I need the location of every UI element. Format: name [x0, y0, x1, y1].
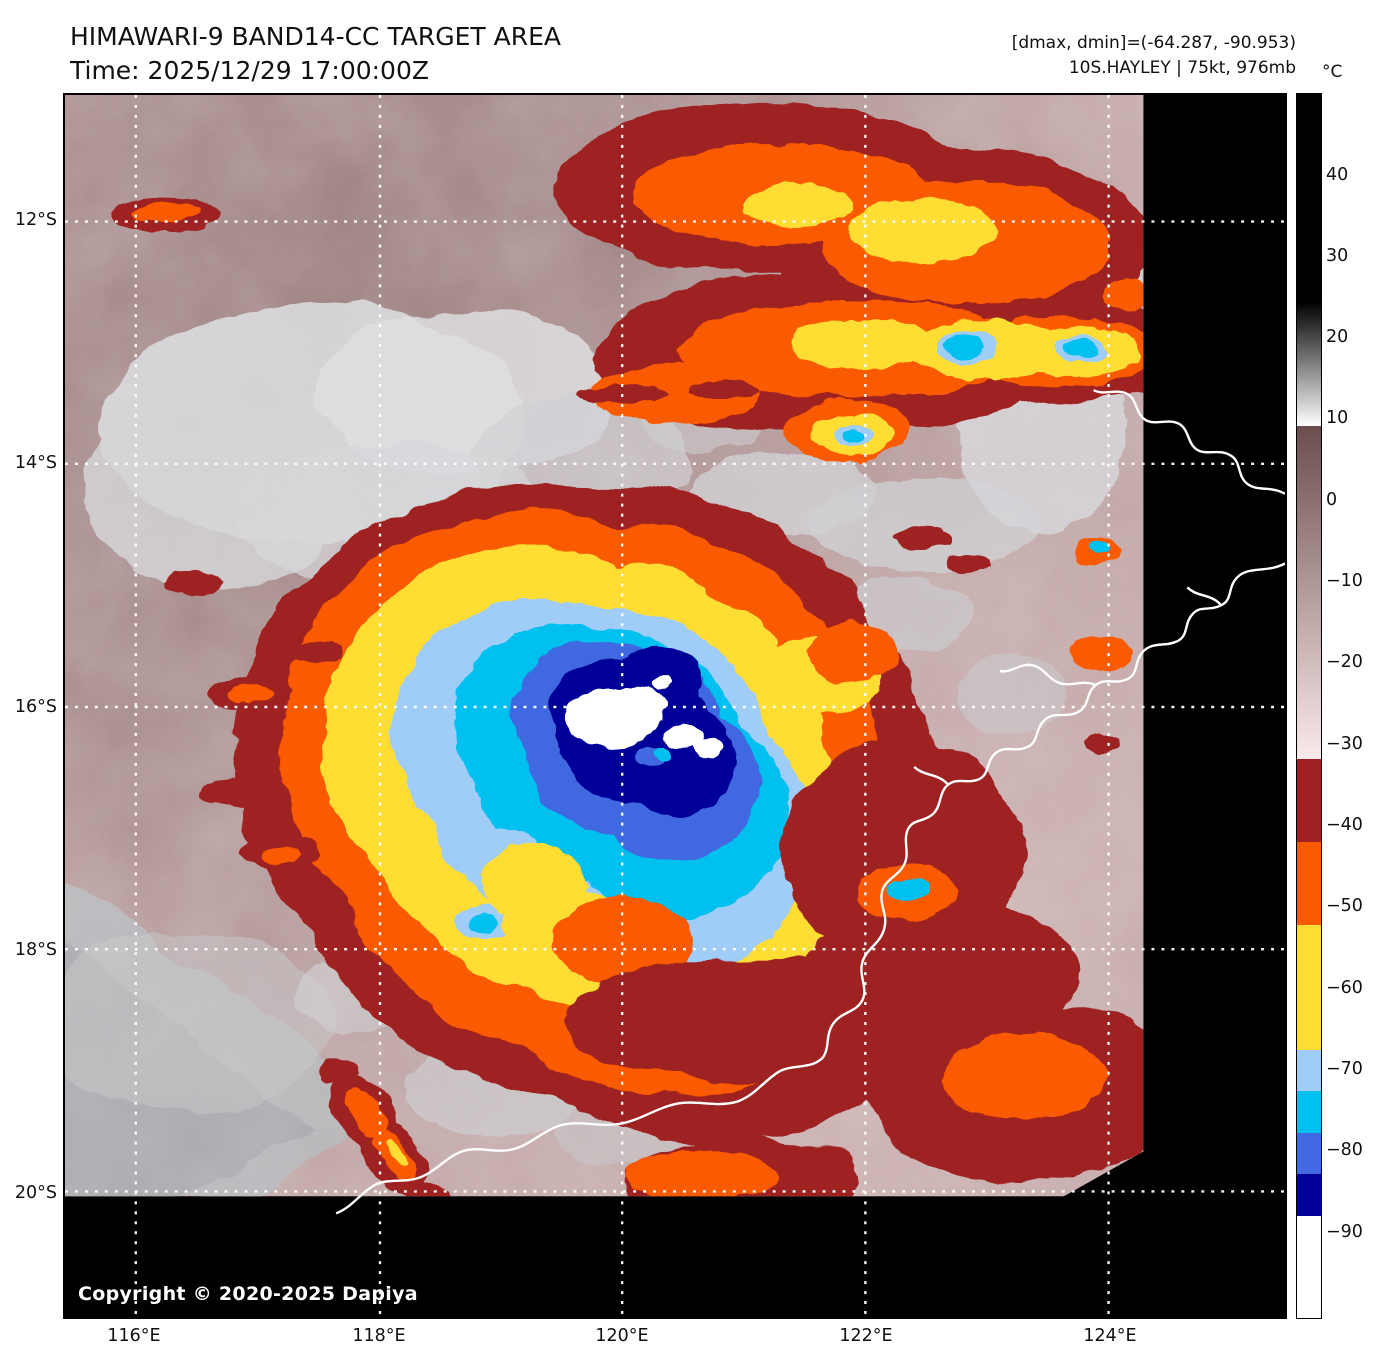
- convective-band-south: [563, 742, 1144, 1197]
- colorbar-tick-5: −10: [1326, 571, 1363, 591]
- colorbar-segment-dark-red: [1297, 758, 1321, 843]
- satellite-image-plot: [63, 93, 1287, 1319]
- scan-swath: [65, 95, 1144, 1197]
- satellite-imagery: [65, 95, 1285, 1317]
- colorbar-segment-navy: [1297, 1174, 1321, 1216]
- colorbar-unit-label: °C: [1322, 62, 1343, 82]
- colorbar-segment-white-cold: [1297, 1216, 1321, 1300]
- colorbar-segment-orange: [1297, 842, 1321, 926]
- colorbar-segment-cyan: [1297, 1091, 1321, 1133]
- colorbar-segment-gray-ramp: [1297, 301, 1321, 427]
- colorbar-tick-2: 20: [1326, 327, 1349, 347]
- coastline-overlay: [335, 388, 1285, 1215]
- colorbar-tick-8: −40: [1326, 815, 1363, 835]
- latitude-tick-1: 14°S: [14, 453, 57, 473]
- copyright-notice: Copyright © 2020-2025 Dapiya: [78, 1283, 418, 1305]
- colorbar-tick-labels: 40 30 20 10 0 −10 −20 −30 −40 −50 −60 −70 −80 −90: [1326, 93, 1386, 1319]
- metadata-block: [dmax, dmin]=(-64.287, -90.953) 10S.HAYL…: [1012, 31, 1296, 81]
- longitude-tick-3: 122°E: [839, 1326, 893, 1346]
- longitude-tick-0: 116°E: [107, 1326, 161, 1346]
- colorbar-tick-10: −60: [1326, 978, 1363, 998]
- page-title: HIMAWARI-9 BAND14-CC TARGET AREA Time: 2…: [70, 20, 561, 88]
- colorbar-tick-1: 30: [1326, 246, 1349, 266]
- colorbar-tick-9: −50: [1326, 896, 1363, 916]
- colorbar-segment-black-hot: [1297, 94, 1321, 302]
- colorbar-tick-12: −80: [1326, 1140, 1363, 1160]
- colorbar-tick-4: 0: [1326, 490, 1338, 510]
- colorbar-tick-11: −70: [1326, 1059, 1363, 1079]
- colorbar-segment-light-blue: [1297, 1049, 1321, 1092]
- latitude-tick-2: 16°S: [14, 697, 57, 717]
- colorbar-segment-royal-blue: [1297, 1132, 1321, 1175]
- latitude-tick-0: 12°S: [14, 210, 57, 230]
- scattered-cells: [578, 381, 1120, 753]
- observation-time: Time: 2025/12/29 17:00:00Z: [70, 56, 429, 85]
- storm-info-readout: 10S.HAYLEY | 75kt, 976mb: [1068, 58, 1296, 78]
- colorbar-tick-6: −20: [1326, 652, 1363, 672]
- convective-cells-west: [109, 196, 345, 869]
- longitude-tick-2: 120°E: [595, 1326, 649, 1346]
- colorbar-segment-mauve-ramp: [1297, 426, 1321, 759]
- convective-complex-northeast: [553, 104, 1144, 672]
- colorbar-tick-7: −30: [1326, 734, 1363, 754]
- product-title: HIMAWARI-9 BAND14-CC TARGET AREA: [70, 22, 562, 51]
- convective-chain-southwest: [319, 1057, 451, 1197]
- colorbar-tick-3: 10: [1326, 408, 1349, 428]
- colorbar-tick-13: −90: [1326, 1222, 1363, 1242]
- colorbar-tick-0: 40: [1326, 165, 1349, 185]
- longitude-tick-4: 124°E: [1083, 1326, 1137, 1346]
- latitude-axis: 12°S 14°S 16°S 18°S 20°S: [0, 0, 58, 1359]
- temperature-colorbar: [1296, 93, 1322, 1319]
- latitude-tick-4: 20°S: [14, 1183, 57, 1203]
- dmax-dmin-readout: [dmax, dmin]=(-64.287, -90.953): [1011, 33, 1296, 53]
- latitude-tick-3: 18°S: [14, 940, 57, 960]
- colorbar-segment-yellow: [1297, 925, 1321, 1050]
- longitude-tick-1: 118°E: [352, 1326, 406, 1346]
